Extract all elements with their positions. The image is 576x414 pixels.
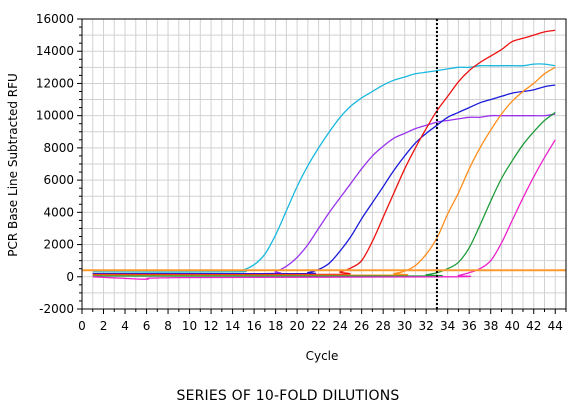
y-tick-label: 4000 bbox=[43, 205, 74, 219]
x-tick-label: 16 bbox=[246, 319, 261, 333]
x-tick-label: 26 bbox=[354, 319, 369, 333]
y-tick-label: 12000 bbox=[36, 76, 74, 90]
y-tick-label: 16000 bbox=[36, 12, 74, 26]
series-line-2 bbox=[92, 113, 556, 275]
y-tick-label: -2000 bbox=[39, 302, 74, 316]
tick-labels: 0 2 4 6 8 10 12 14 16 18 20 22 24 26 28 30 32 34 36 38 40 42 4… bbox=[36, 12, 563, 333]
x-tick-label: 10 bbox=[182, 319, 197, 333]
x-axis-title: Cycle bbox=[306, 349, 339, 363]
x-tick-label: 28 bbox=[376, 319, 391, 333]
y-tick-label: 10000 bbox=[36, 109, 74, 123]
series-line-1 bbox=[92, 63, 556, 273]
x-tick-label: 40 bbox=[505, 319, 520, 333]
x-tick-label: 8 bbox=[164, 319, 172, 333]
chart-grid bbox=[82, 19, 566, 309]
chart-axes bbox=[77, 18, 567, 314]
x-tick-label: 36 bbox=[462, 319, 477, 333]
x-tick-label: 44 bbox=[548, 319, 563, 333]
x-tick-label: 2 bbox=[100, 319, 108, 333]
x-tick-label: 24 bbox=[332, 319, 347, 333]
x-tick-label: 20 bbox=[289, 319, 304, 333]
y-tick-label: 6000 bbox=[43, 173, 74, 187]
series-line-6 bbox=[92, 111, 556, 277]
x-tick-label: 18 bbox=[268, 319, 283, 333]
chart-series bbox=[82, 29, 566, 280]
y-axis-title: PCR Base Line Subtracted RFU bbox=[6, 73, 20, 257]
x-tick-label: 14 bbox=[225, 319, 240, 333]
x-tick-label: 42 bbox=[526, 319, 541, 333]
chart-caption: SERIES OF 10-FOLD DILUTIONS bbox=[176, 388, 400, 404]
series-line-4 bbox=[92, 29, 556, 276]
x-tick-label: 0 bbox=[78, 319, 86, 333]
series-line-5 bbox=[92, 66, 556, 276]
x-tick-label: 22 bbox=[311, 319, 326, 333]
x-tick-label: 38 bbox=[483, 319, 498, 333]
x-tick-label: 30 bbox=[397, 319, 412, 333]
y-tick-label: 0 bbox=[66, 270, 74, 284]
x-tick-label: 32 bbox=[419, 319, 434, 333]
series-line-3 bbox=[92, 84, 556, 275]
x-tick-label: 12 bbox=[203, 319, 218, 333]
series-line-7 bbox=[92, 139, 556, 280]
x-tick-label: 6 bbox=[143, 319, 151, 333]
x-tick-label: 34 bbox=[440, 319, 455, 333]
x-tick-label: 4 bbox=[121, 319, 129, 333]
y-tick-label: 8000 bbox=[43, 141, 74, 155]
y-tick-label: 14000 bbox=[36, 44, 74, 58]
y-tick-label: 2000 bbox=[43, 238, 74, 252]
